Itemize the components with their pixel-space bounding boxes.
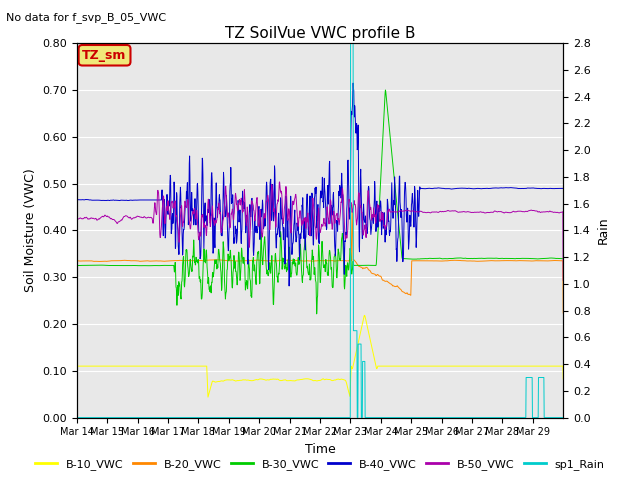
Y-axis label: Soil Moisture (VWC): Soil Moisture (VWC)	[24, 168, 36, 292]
X-axis label: Time: Time	[305, 443, 335, 456]
Legend: B-10_VWC, B-20_VWC, B-30_VWC, B-40_VWC, B-50_VWC, sp1_Rain: B-10_VWC, B-20_VWC, B-30_VWC, B-40_VWC, …	[31, 455, 609, 474]
Y-axis label: Rain: Rain	[596, 216, 609, 244]
Title: TZ SoilVue VWC profile B: TZ SoilVue VWC profile B	[225, 25, 415, 41]
Text: TZ_sm: TZ_sm	[83, 49, 127, 62]
Text: No data for f_svp_B_05_VWC: No data for f_svp_B_05_VWC	[6, 12, 166, 23]
